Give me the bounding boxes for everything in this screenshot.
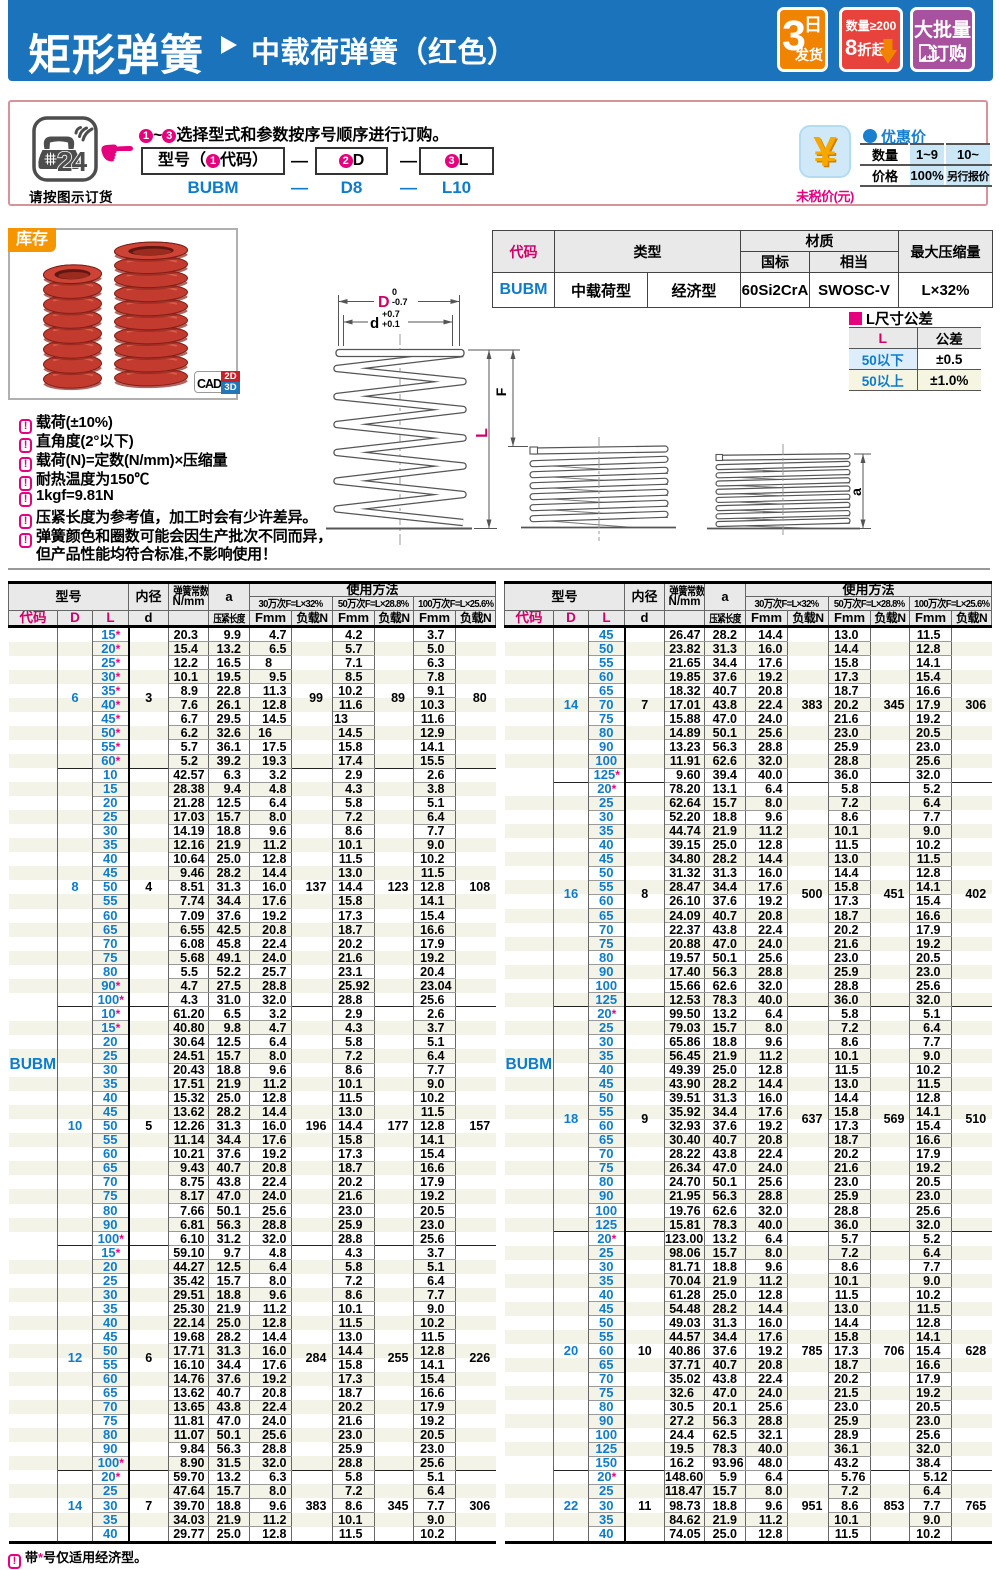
svg-text:+0.7: +0.7 bbox=[382, 309, 400, 319]
svg-text:F: F bbox=[493, 387, 509, 396]
svg-text:-0.7: -0.7 bbox=[392, 297, 408, 307]
svg-text:L: L bbox=[474, 428, 491, 438]
svg-text:D: D bbox=[378, 294, 390, 311]
svg-text:0: 0 bbox=[392, 287, 397, 297]
svg-text:24: 24 bbox=[57, 146, 88, 177]
svg-text:d: d bbox=[370, 315, 379, 332]
svg-text:+0.1: +0.1 bbox=[382, 319, 400, 329]
svg-text:a: a bbox=[848, 488, 864, 496]
